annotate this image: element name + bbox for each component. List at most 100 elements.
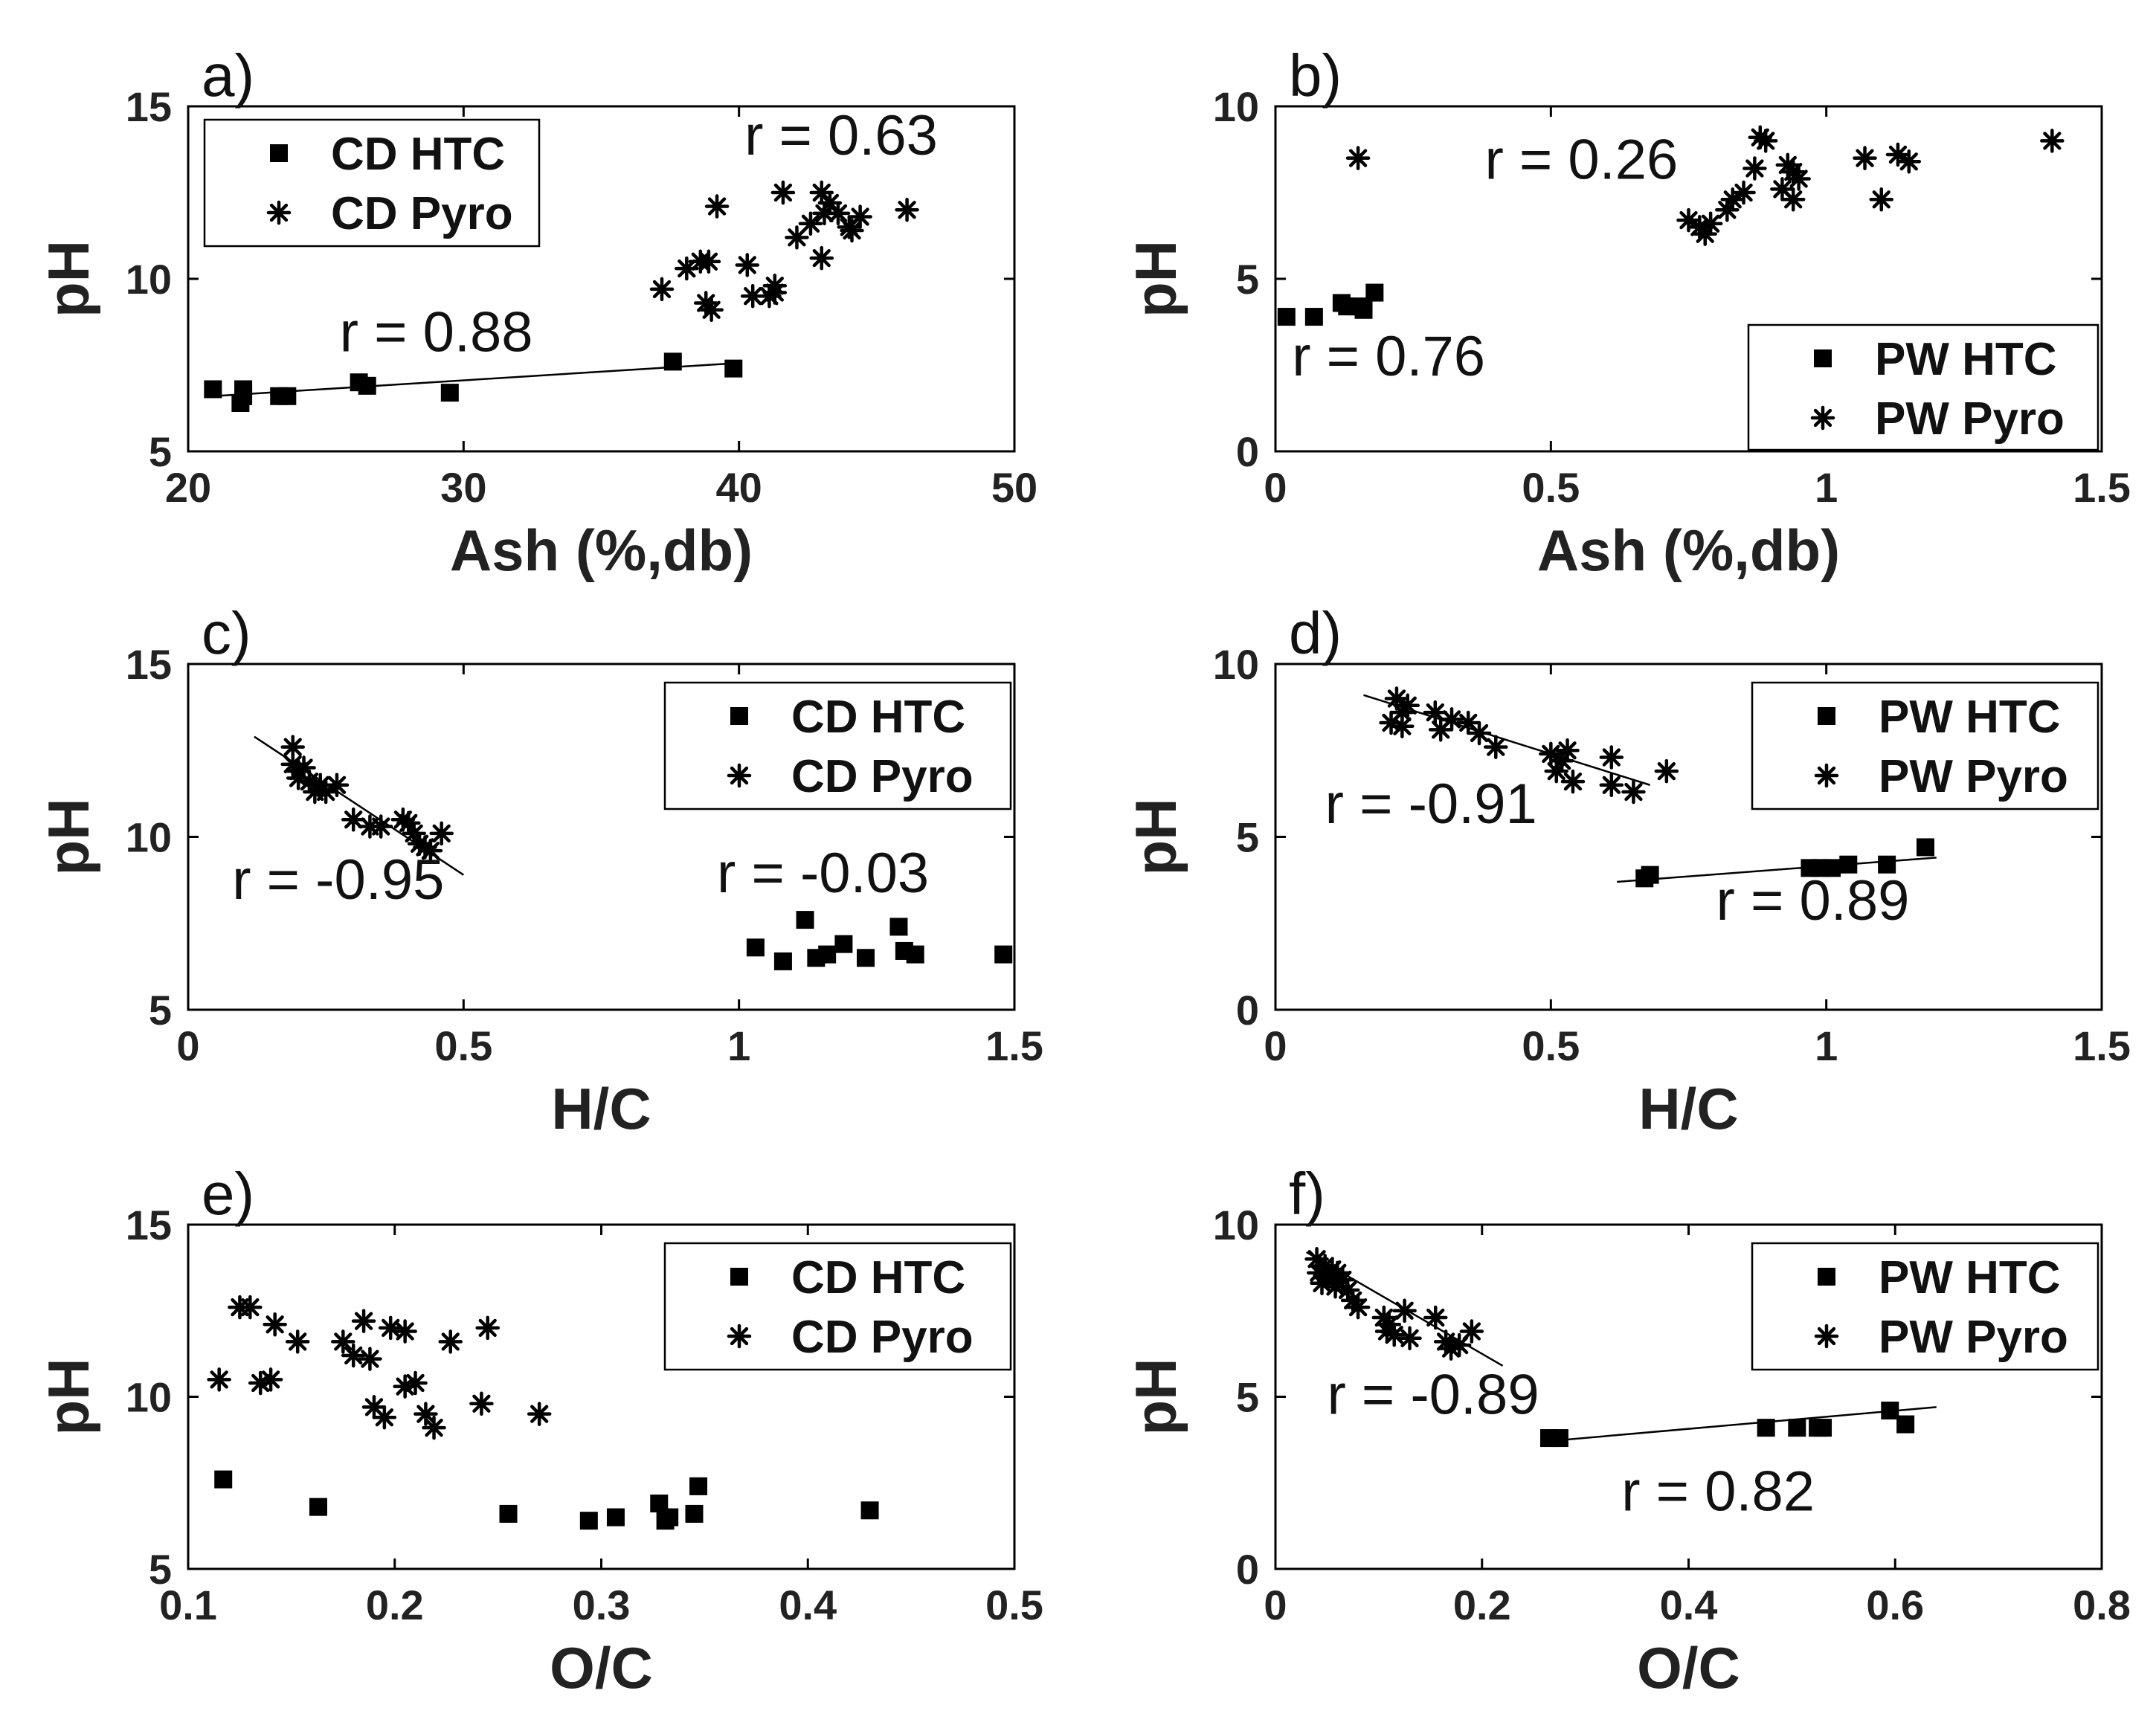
y-tick-label: 15 [126, 83, 172, 130]
data-point-asterisk [770, 180, 796, 205]
x-tick-label: 50 [991, 464, 1037, 511]
data-point-square [1823, 859, 1841, 877]
y-tick-label: 5 [1236, 814, 1259, 861]
panel-label: e) [202, 1161, 254, 1227]
data-point-asterisk [1459, 1319, 1484, 1344]
data-point-asterisk [1345, 146, 1371, 170]
x-tick-label: 1.5 [985, 1022, 1043, 1069]
data-point-asterisk [1896, 149, 1922, 174]
x-tick-label: 1 [1815, 464, 1838, 511]
y-tick-label: 10 [1213, 641, 1259, 688]
x-tick-label: 0.2 [1453, 1582, 1511, 1628]
data-point-asterisk [1621, 779, 1646, 805]
legend-marker-square [270, 144, 288, 162]
data-point-asterisk [1390, 714, 1415, 738]
y-tick-label: 5 [149, 428, 172, 475]
x-tick-label: 0.5 [1522, 1022, 1580, 1069]
data-point-asterisk [358, 1347, 382, 1371]
data-point-asterisk [1484, 735, 1508, 759]
data-point-asterisk [1743, 156, 1767, 181]
data-point-asterisk [826, 201, 851, 226]
data-point-asterisk [341, 808, 366, 832]
legend-box [1751, 1242, 2099, 1371]
x-tick-label: 0.5 [434, 1022, 492, 1069]
data-point-square [818, 945, 837, 964]
legend-entry: PW Pyro [1879, 1312, 2068, 1363]
data-point-asterisk [840, 218, 864, 243]
y-axis-label: pH [1123, 799, 1188, 876]
data-point-square [1365, 283, 1384, 302]
panel-f: 0 0.2 0.4 0.6 0.8 0 5 10 O/C pH f) r = -0.89 r = 0.8… [1123, 1161, 2131, 1701]
data-point-square [796, 911, 814, 929]
legend-entry: PW HTC [1879, 692, 2061, 743]
legend-marker-square [730, 707, 748, 725]
y-tick-label: 5 [1236, 256, 1259, 303]
legend-entry: CD Pyro [791, 751, 974, 802]
data-point-square [1881, 1402, 1899, 1420]
data-point-square [1641, 866, 1659, 884]
series-cd-htc [746, 911, 1013, 970]
data-point-square [309, 1498, 327, 1516]
y-tick-label: 5 [149, 1546, 172, 1593]
x-tick-label: 30 [440, 464, 486, 511]
data-point-square [1896, 1415, 1915, 1434]
data-point-asterisk [1555, 738, 1580, 763]
legend-entry: PW HTC [1875, 334, 2057, 385]
legend-marker-asterisk [266, 200, 292, 225]
data-point-asterisk [675, 256, 699, 281]
legend-entry: CD HTC [791, 692, 965, 743]
data-point-asterisk [527, 1402, 552, 1426]
series-pw-pyro [1304, 1247, 1484, 1361]
data-point-square [234, 380, 253, 399]
data-point-asterisk [1423, 1305, 1448, 1330]
data-point-asterisk [1753, 129, 1778, 153]
series-cd-pyro [280, 735, 454, 863]
x-axis-label: O/C [1637, 1635, 1740, 1701]
x-tick-label: 0.4 [1660, 1582, 1718, 1628]
legend-marker-asterisk [1814, 1324, 1839, 1349]
x-axis-label: H/C [551, 1076, 651, 1141]
legend-box [203, 118, 541, 248]
data-point-asterisk [324, 773, 350, 797]
y-tick-label: 10 [126, 256, 172, 303]
x-tick-label: 0 [1264, 1022, 1287, 1069]
series-cd-pyro [207, 1295, 552, 1440]
data-point-square [834, 935, 853, 953]
panel-label: c) [202, 600, 251, 666]
legend-marker-square [1818, 1268, 1835, 1286]
x-axis-label: H/C [1638, 1076, 1738, 1141]
data-point-square [906, 945, 924, 964]
data-point-asterisk [372, 1405, 397, 1430]
data-point-square [499, 1504, 518, 1523]
data-point-square [1878, 855, 1896, 874]
data-point-asterisk [1395, 693, 1420, 718]
legend-marker-asterisk [727, 763, 752, 788]
y-axis-label: pH [1123, 1358, 1188, 1436]
data-point-asterisk [1654, 758, 1679, 784]
data-point-asterisk [1731, 180, 1756, 205]
y-axis-label: pH [36, 240, 101, 317]
data-point-asterisk [1439, 707, 1464, 732]
data-point-asterisk [696, 249, 721, 274]
data-point-square [1550, 1429, 1568, 1448]
data-point-asterisk [475, 1315, 500, 1341]
correlation-label: r = -0.95 [232, 848, 444, 912]
data-point-asterisk [848, 204, 872, 229]
panel-label: d) [1289, 600, 1342, 666]
data-point-square [689, 1477, 708, 1495]
data-point-asterisk [1467, 721, 1492, 746]
data-point-asterisk [403, 1370, 428, 1396]
data-point-asterisk [378, 1315, 403, 1341]
legend-marker-square [1818, 707, 1835, 725]
y-tick-label: 10 [1213, 83, 1259, 130]
data-point-asterisk [1392, 1298, 1417, 1323]
panel-b: 0 0.5 1 1.5 0 5 10 Ash (%,db) pH b) r = 0.26 r = 0.… [1123, 42, 2131, 583]
x-tick-label: 0.1 [159, 1582, 217, 1628]
panel-e: 0.1 0.2 0.3 0.4 0.5 5 10 15 O/C pH e) CD HTC CD Pyro [36, 1161, 1043, 1701]
x-tick-label: 1.5 [2073, 464, 2131, 511]
fit-line [1543, 1406, 1937, 1442]
data-point-asterisk [798, 211, 823, 236]
x-tick-label: 0.2 [366, 1582, 424, 1628]
y-tick-label: 5 [1236, 1374, 1259, 1421]
data-point-asterisk [418, 838, 443, 863]
